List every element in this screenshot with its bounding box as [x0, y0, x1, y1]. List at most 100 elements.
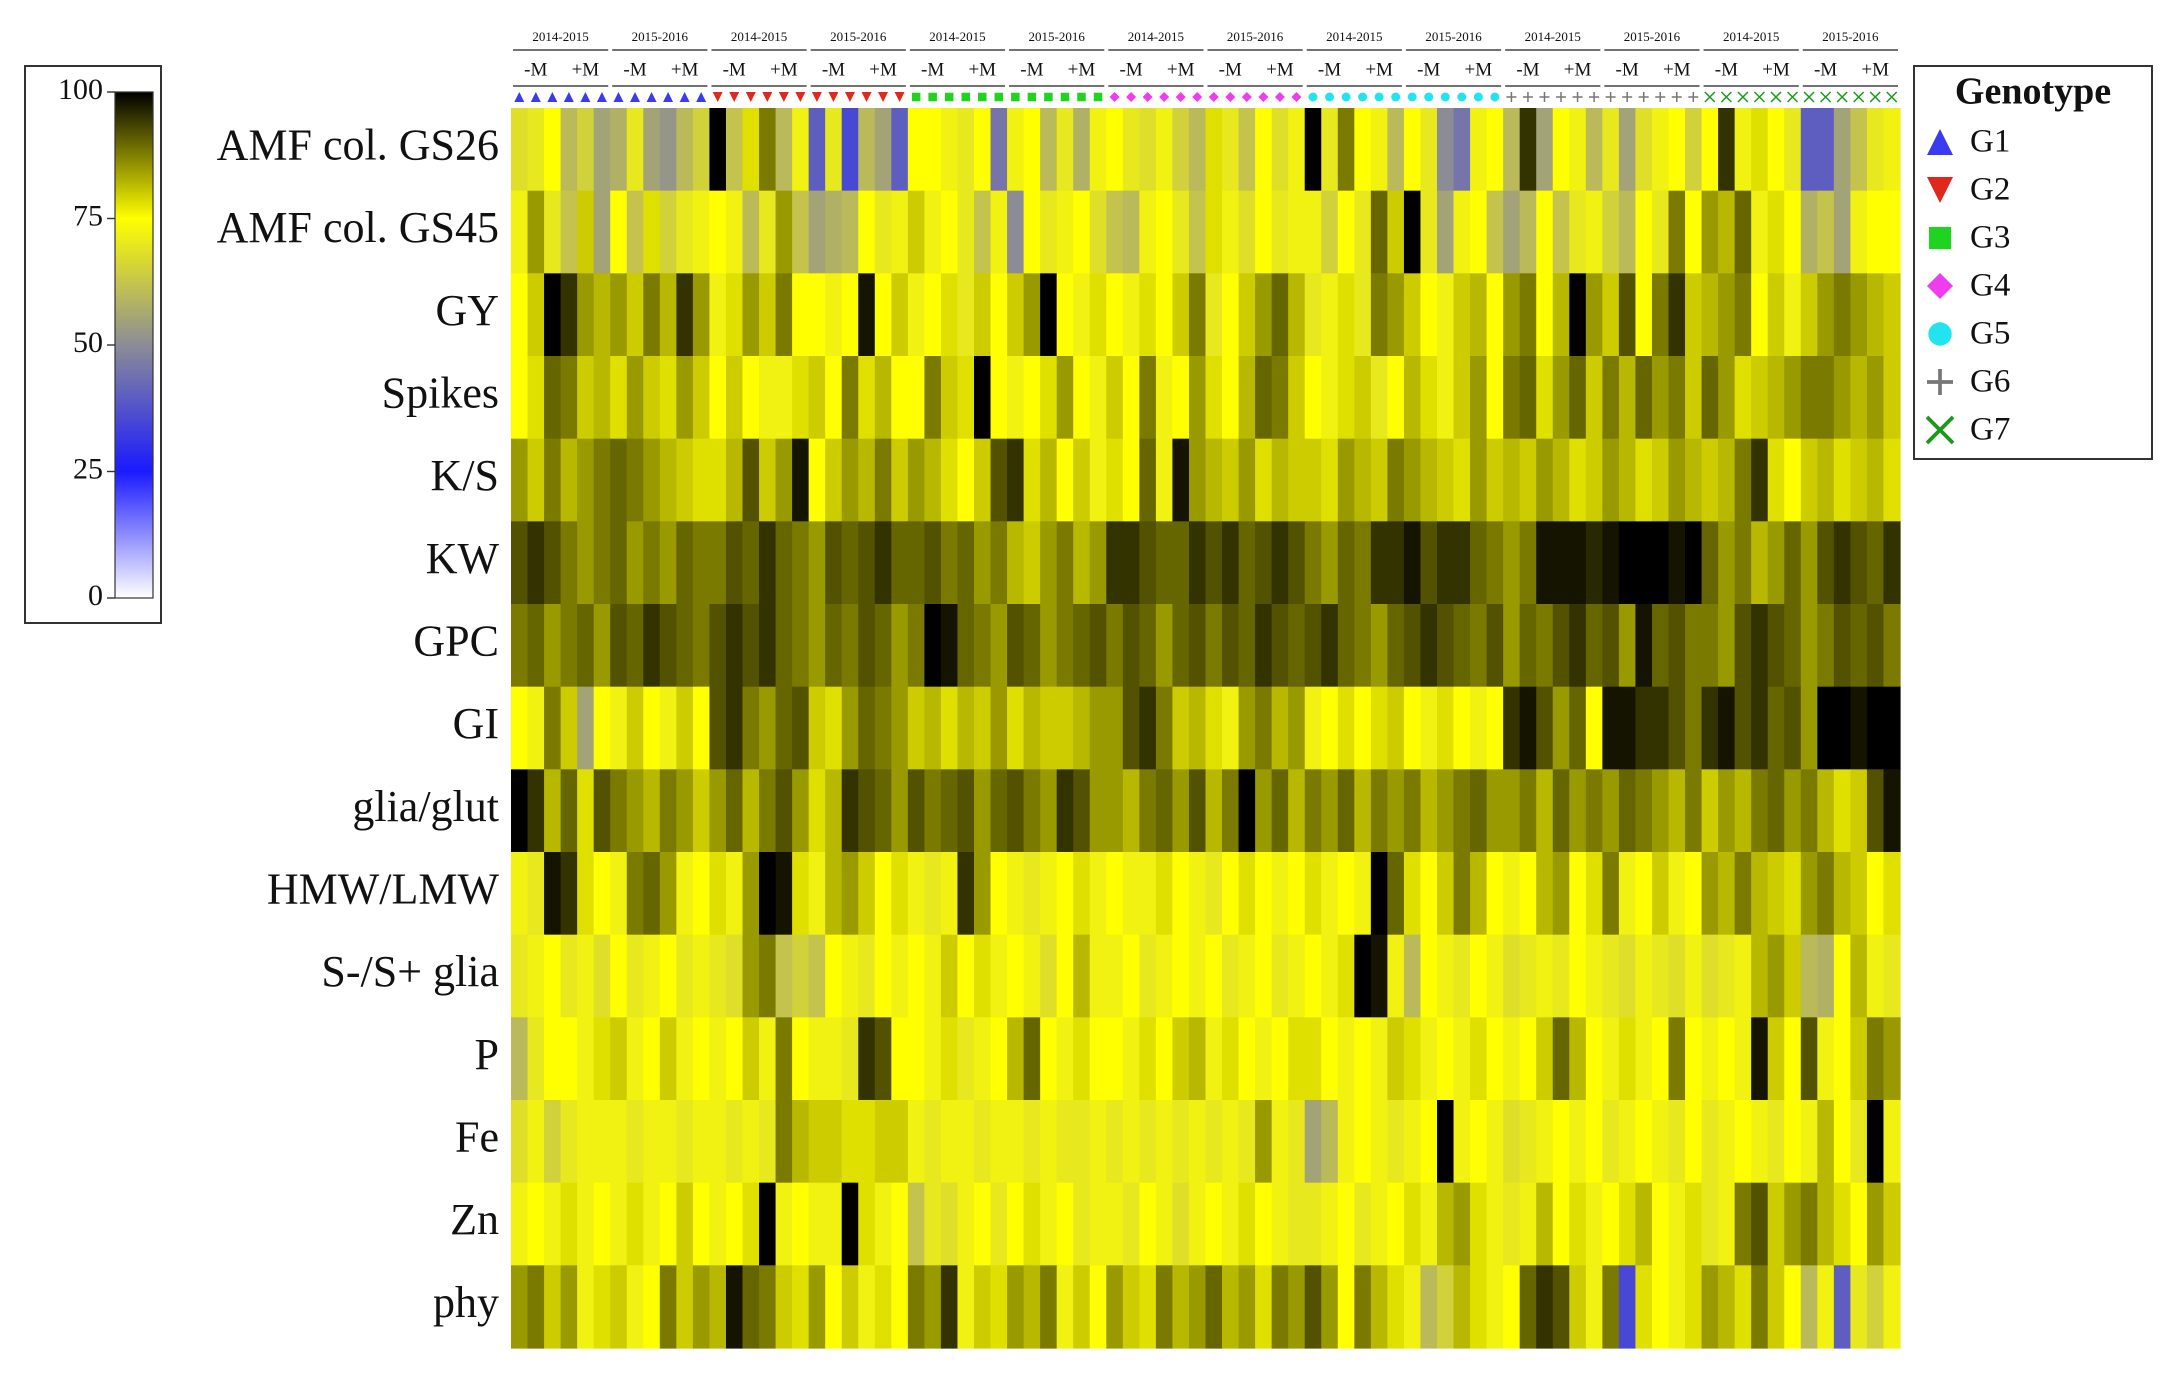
heat-cell	[1651, 686, 1670, 770]
heat-cell	[940, 108, 959, 192]
heat-cell	[1023, 686, 1041, 770]
genotype-marker	[1688, 92, 1699, 102]
treatment-label: +M	[1762, 59, 1790, 80]
legend-label: G7	[1970, 412, 2010, 448]
heat-cell	[1222, 108, 1240, 192]
heat-cell	[676, 356, 694, 440]
heat-cell	[792, 108, 810, 192]
heat-cell	[1519, 934, 1537, 1018]
genotype-marker	[1159, 92, 1170, 102]
year-label: 2015-2016	[1624, 29, 1681, 44]
heat-cell	[1486, 604, 1504, 688]
heat-cell	[1205, 686, 1223, 770]
colorbar-tick-label: 0	[88, 579, 103, 612]
heat-cell	[1255, 1265, 1273, 1349]
legend-marker	[1927, 273, 1953, 299]
heat-cell	[1354, 108, 1372, 192]
heat-cell	[1751, 769, 1769, 853]
genotype-marker	[894, 92, 905, 102]
genotype-marker	[712, 92, 723, 102]
heat-cell	[907, 438, 925, 522]
heat-cell	[940, 1100, 959, 1184]
heat-cell	[792, 604, 810, 688]
heat-cell	[1321, 1265, 1339, 1349]
heat-cell	[643, 769, 661, 853]
heat-cell	[1437, 438, 1455, 522]
heat-cell	[1833, 273, 1851, 357]
heat-cell	[1122, 1017, 1140, 1101]
heat-cell	[1519, 1017, 1537, 1101]
heat-cell	[676, 852, 694, 936]
heat-cell	[1106, 852, 1124, 936]
heat-cell	[560, 769, 578, 853]
heat-cell	[874, 1100, 892, 1184]
heat-cell	[1370, 686, 1388, 770]
legend-label: G4	[1970, 268, 2010, 304]
heat-cell	[1585, 604, 1603, 688]
heat-cell	[544, 1182, 562, 1266]
heat-cell	[1073, 934, 1091, 1018]
heat-cell	[643, 356, 661, 440]
heat-cell	[1850, 190, 1868, 274]
heat-cell	[1370, 1182, 1388, 1266]
heat-cell	[1437, 1017, 1455, 1101]
heat-cell	[659, 521, 677, 605]
heat-cell	[643, 438, 661, 522]
genotype-marker	[530, 92, 541, 102]
heat-cell	[1883, 521, 1901, 605]
heat-cell	[1040, 934, 1058, 1018]
heat-cell	[1420, 1100, 1438, 1184]
heat-cell	[1122, 852, 1140, 936]
heat-cell	[511, 1182, 529, 1266]
colorbar-tick-label: 25	[73, 452, 103, 485]
heat-cell	[1850, 108, 1868, 192]
heat-cell	[1503, 1017, 1521, 1101]
heat-cell	[858, 769, 876, 853]
heat-cell	[1387, 438, 1405, 522]
heat-cell	[1420, 852, 1438, 936]
heat-cell	[659, 1182, 677, 1266]
heat-cell	[1850, 273, 1868, 357]
heat-cell	[1023, 190, 1041, 274]
heat-cell	[1222, 1265, 1240, 1349]
heat-cell	[1718, 934, 1736, 1018]
heat-cell	[1222, 769, 1240, 853]
heat-cell	[1354, 934, 1372, 1018]
heat-cell	[709, 1017, 727, 1101]
heat-cell	[1172, 1017, 1190, 1101]
colorbar-frame	[24, 65, 162, 624]
heat-cell	[1238, 769, 1256, 853]
heat-cell	[1552, 852, 1570, 936]
heat-cell	[1321, 1182, 1339, 1266]
heat-cell	[1833, 1100, 1851, 1184]
heat-cell	[1602, 1100, 1620, 1184]
heat-cell	[1503, 1265, 1521, 1349]
heat-cell	[1883, 934, 1901, 1018]
heat-cell	[1403, 438, 1422, 522]
heat-cell	[643, 1017, 661, 1101]
genotype-marker	[1109, 92, 1120, 102]
heat-cell	[858, 1265, 876, 1349]
heat-cell	[1321, 190, 1339, 274]
heat-cell	[1585, 356, 1603, 440]
heat-cell	[1503, 356, 1521, 440]
heat-cell	[841, 1265, 859, 1349]
heat-cell	[742, 934, 760, 1018]
heat-cell	[709, 1182, 727, 1266]
heat-cell	[1470, 604, 1488, 688]
heat-cell	[1718, 273, 1736, 357]
treatment-label: +M	[1068, 59, 1096, 80]
heat-cell	[1073, 769, 1091, 853]
heat-cell	[808, 1265, 826, 1349]
heat-cell	[1271, 852, 1289, 936]
heat-cell	[1734, 1100, 1752, 1184]
heat-cell	[1139, 521, 1157, 605]
heat-cell	[891, 1182, 909, 1266]
heat-cell	[1387, 521, 1405, 605]
row-label: GPC	[413, 616, 499, 665]
heat-cell	[1536, 604, 1554, 688]
heat-cell	[907, 1017, 925, 1101]
heat-cell	[1420, 438, 1438, 522]
heat-cell	[1817, 1182, 1835, 1266]
heat-cell	[1238, 1182, 1256, 1266]
